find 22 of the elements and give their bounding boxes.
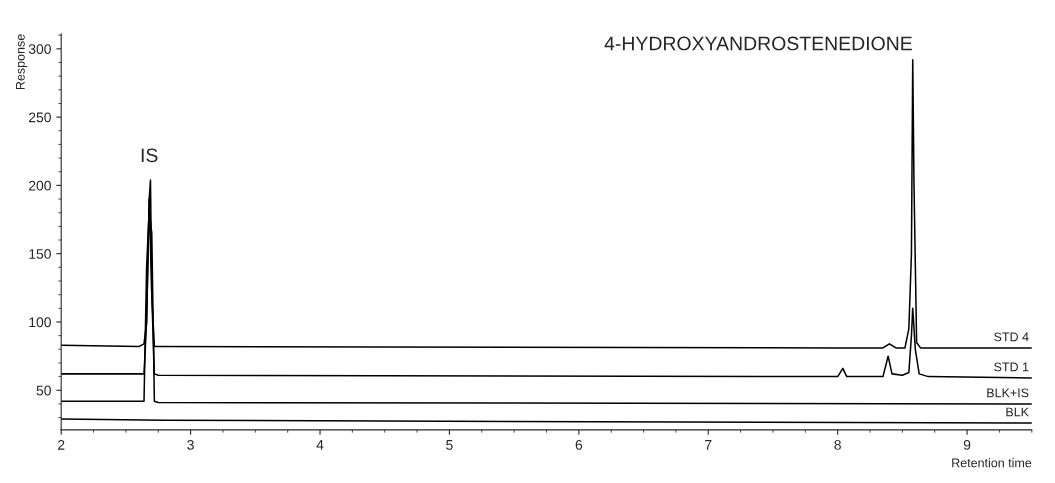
y-tick-label: 50 <box>36 385 51 396</box>
x-tick-label: 8 <box>834 439 841 450</box>
annotation: 4-HYDROXYANDROSTENEDIONE <box>604 36 912 51</box>
y-tick-label: 150 <box>29 249 51 259</box>
y-tick-label: 250 <box>29 112 51 123</box>
series-label: STD 1 <box>994 362 1029 372</box>
y-tick-label: 100 <box>29 317 51 328</box>
series-label: STD 4 <box>994 332 1029 342</box>
y-tick-label: 200 <box>29 180 51 191</box>
x-tick-label: 4 <box>316 440 324 450</box>
x-tick-label: 2 <box>58 439 65 450</box>
y-axis-title: Response <box>16 34 28 90</box>
x-tick-label: 5 <box>446 440 453 450</box>
annotation: IS <box>141 148 158 163</box>
y-tick-label: 300 <box>28 44 51 54</box>
x-tick-label: 7 <box>705 440 712 450</box>
series-label: BLK+IS <box>987 388 1029 398</box>
x-tick-label: 6 <box>575 439 583 450</box>
x-axis-title: Retention time <box>952 458 1032 468</box>
x-tick-label: 3 <box>187 439 194 450</box>
series-label: BLK <box>1006 407 1029 417</box>
x-tick-label: 9 <box>963 439 971 450</box>
